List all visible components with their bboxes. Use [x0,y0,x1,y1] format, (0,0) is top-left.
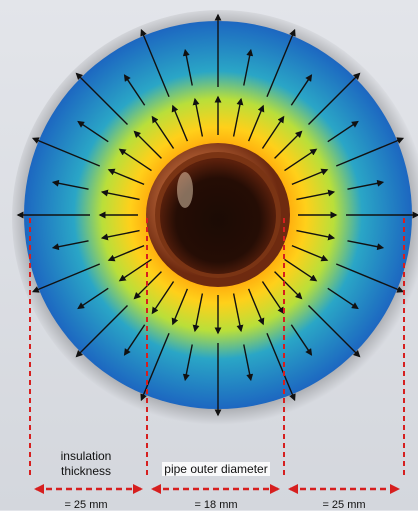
heat-arrow-mid [123,324,146,356]
heat-arrow-inner [232,293,244,333]
heat-arrow-inner [247,288,265,326]
heat-arrow-mid [182,344,193,382]
heat-arrow-mid [51,179,89,190]
heat-arrow-inner [118,258,152,282]
heat-arrow-mid [347,179,385,190]
heat-arrow-inner [274,130,303,159]
heat-arrow-outer [75,305,128,358]
heat-arrow-mid [243,344,254,382]
heat-arrow-inner [247,104,265,142]
heat-flow-arrows [16,13,418,417]
heat-arrow-outer [140,28,170,98]
heat-arrow-inner [107,168,145,186]
heat-arrow-inner [291,244,329,262]
heat-arrow-inner [296,229,336,241]
heat-arrow-inner [274,271,303,300]
heat-arrow-mid [347,240,385,251]
heat-arrow-inner [291,168,329,186]
heat-arrow-outer [140,332,170,402]
heat-arrow-inner [107,244,145,262]
heat-arrow-mid [123,74,146,106]
heat-arrow-inner [118,148,152,172]
heat-arrow-inner [296,189,336,201]
heat-arrow-outer [335,263,405,293]
insulation-label-line1: insulation [60,449,112,463]
heat-arrow-outer [266,332,296,402]
heat-arrow-mid [327,120,359,143]
heat-arrow-mid [327,287,359,310]
heat-arrow-inner [284,148,318,172]
heat-arrow-inner [100,229,140,241]
heat-arrow-mid [182,48,193,86]
heat-arrow-mid [290,324,313,356]
heat-arrow-mid [77,287,109,310]
heat-arrow-outer [31,137,101,167]
heat-arrow-mid [243,48,254,86]
pipe-diameter-label-text: pipe outer diameter [162,462,270,476]
heat-arrow-inner [151,115,175,149]
pipe-diameter-label: pipe outer diameter [148,462,284,476]
heat-arrow-inner [232,97,244,137]
insulation-right-value: = 25 mm [322,499,366,511]
heat-arrow-inner [171,104,189,142]
heat-arrow-mid [290,74,313,106]
heat-arrow-inner [261,281,285,315]
heat-arrow-inner [171,288,189,326]
heat-arrow-inner [284,258,318,282]
heat-arrow-outer [335,137,405,167]
pipe-highlight [177,172,193,208]
heat-arrow-inner [192,97,204,137]
insulation-label-line2: thickness [60,464,112,478]
pipe-diameter-value: = 18 mm [194,499,238,511]
heat-arrow-inner [133,130,162,159]
dimension-guides [29,218,405,475]
heat-arrow-mid [51,240,89,251]
insulation-left-value: = 25 mm [64,499,108,511]
heat-arrow-inner [151,281,175,315]
heat-arrow-outer [308,305,361,358]
heat-arrow-inner [192,293,204,333]
pipe-bore [160,158,276,274]
heat-arrow-inner [100,189,140,201]
heat-arrow-outer [308,72,361,125]
heat-arrow-outer [75,72,128,125]
heat-arrow-mid [77,120,109,143]
heat-arrow-outer [266,28,296,98]
heat-arrow-inner [261,115,285,149]
heat-arrow-outer [31,263,101,293]
